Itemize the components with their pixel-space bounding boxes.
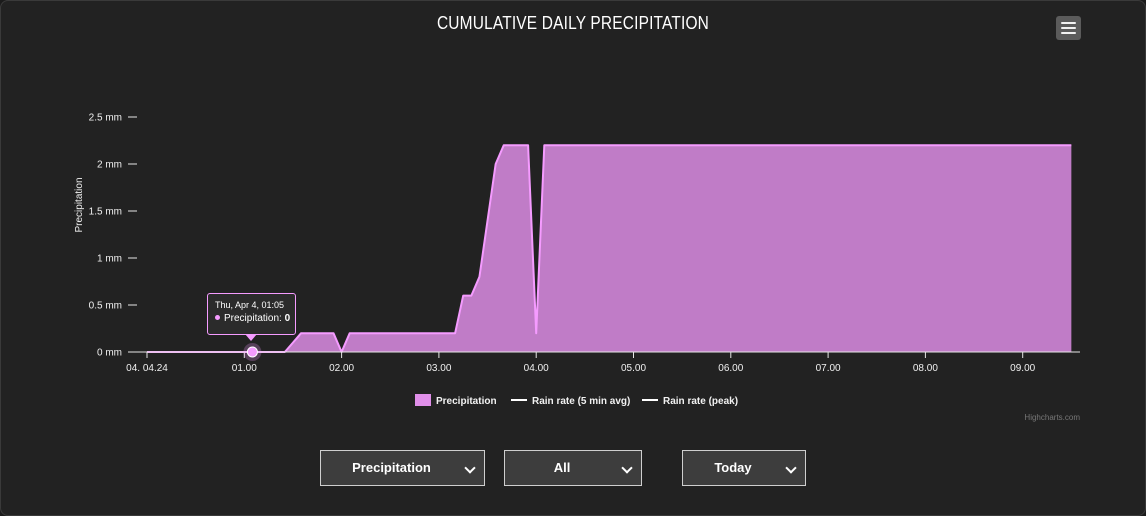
x-tick-label: 09.00 — [1010, 363, 1035, 374]
x-tick-label: 05.00 — [621, 363, 646, 374]
hover-point — [246, 346, 258, 358]
time-range-select[interactable]: Today — [682, 450, 806, 486]
tooltip-header: Thu, Apr 4, 01:05 — [215, 300, 285, 310]
y-tick-label: 1 mm — [97, 254, 122, 265]
series-filter-select-value: All — [553, 460, 571, 475]
data-type-select[interactable]: Precipitation — [320, 450, 485, 486]
x-tick-label: 04.00 — [524, 363, 549, 374]
chevron-down-icon — [621, 462, 633, 474]
series-filter-select[interactable]: All — [504, 450, 642, 486]
chart-tooltip: Thu, Apr 4, 01:05 Precipitation: 0 — [207, 293, 296, 341]
y-tick-label: 1.5 mm — [89, 207, 122, 218]
x-tick-label: 07.00 — [816, 363, 841, 374]
precipitation-line — [147, 144, 1072, 353]
y-tick-label: 0 mm — [97, 348, 122, 359]
precipitation-area — [147, 145, 1072, 352]
legend-item-label: Precipitation — [436, 396, 497, 407]
x-tick-label: 03.00 — [426, 363, 451, 374]
x-tick-label: 04. 04.24 — [126, 363, 168, 374]
highcharts-credits-link[interactable]: Highcharts.com — [1024, 413, 1080, 422]
y-axis-title: Precipitation — [74, 177, 85, 232]
legend-item-label: Rain rate (5 min avg) — [532, 396, 630, 407]
tooltip-series-label: Precipitation: — [224, 313, 282, 324]
x-tick-label: 06.00 — [718, 363, 743, 374]
hamburger-menu-icon[interactable] — [1056, 16, 1081, 40]
y-tick-label: 0.5 mm — [89, 301, 122, 312]
chart-title: CUMULATIVE DAILY PRECIPITATION — [436, 13, 710, 33]
x-tick-label: 01.00 — [232, 363, 257, 374]
tooltip-value: 0 — [284, 313, 291, 324]
y-tick-label: 2 mm — [97, 160, 122, 171]
chevron-down-icon — [464, 462, 476, 474]
legend-item-label: Rain rate (peak) — [663, 396, 738, 407]
data-type-select-value: Precipitation — [352, 460, 431, 475]
time-range-select-value: Today — [714, 460, 752, 475]
x-tick-label: 08.00 — [913, 363, 938, 374]
legend-symbol-area — [415, 394, 431, 406]
x-tick-label: 02.00 — [329, 363, 354, 374]
chevron-down-icon — [785, 462, 797, 474]
tooltip-series-dot — [215, 315, 220, 320]
y-tick-label: 2.5 mm — [89, 113, 122, 124]
